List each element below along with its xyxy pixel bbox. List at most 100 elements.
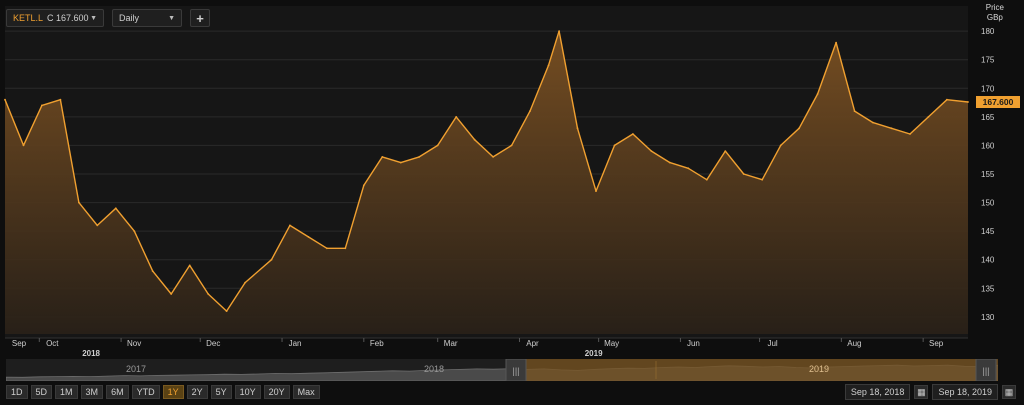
calendar-icon[interactable]: ▦ — [1002, 385, 1016, 399]
range-buttons: 1D 5D 1M 3M 6M YTD 1Y 2Y 5Y 10Y 20Y Max — [6, 385, 320, 399]
range-button-3m[interactable]: 3M — [80, 385, 104, 399]
navigator-left-handle[interactable] — [505, 359, 527, 381]
price-point — [96, 224, 99, 227]
price-point — [207, 293, 210, 295]
navigator-selection[interactable] — [512, 359, 998, 381]
price-point — [890, 127, 893, 130]
x-tick-label: May — [604, 339, 619, 348]
range-button-10y[interactable]: 10Y — [234, 385, 261, 399]
symbol-code: KETL.L — [13, 13, 44, 23]
chevron-down-icon: ▼ — [90, 14, 97, 22]
x-year-label: 2018 — [82, 349, 100, 358]
price-axis-title: Price GBp — [986, 3, 1004, 23]
price-point — [492, 156, 494, 158]
price-point — [455, 116, 458, 118]
navigator-year-label: 2017 — [126, 364, 146, 374]
price-point — [967, 101, 969, 103]
price-point — [344, 247, 347, 250]
price-point — [576, 127, 579, 130]
x-tick-label: Sep — [929, 339, 944, 348]
grip-icon: ||| — [982, 366, 989, 376]
add-series-button[interactable]: + — [190, 9, 210, 27]
price-axis-label: Price — [985, 3, 1004, 12]
x-tick-label: Oct — [46, 339, 59, 348]
y-tick-label: 140 — [981, 256, 995, 265]
range-button-1m[interactable]: 1M — [55, 385, 78, 399]
x-tick-label: Feb — [370, 339, 384, 348]
price-point — [909, 133, 911, 135]
price-point — [436, 144, 439, 147]
navigator-year-label: 2019 — [809, 364, 829, 374]
navigator[interactable]: ||| ||| 2017 2018 2019 — [6, 359, 998, 381]
range-button-max[interactable]: Max — [292, 385, 320, 399]
price-point — [835, 41, 837, 44]
x-tick-label: Mar — [444, 339, 458, 348]
range-button-5y[interactable]: 5Y — [210, 385, 232, 399]
price-point — [650, 150, 653, 153]
calendar-icon[interactable]: ▦ — [914, 385, 929, 399]
y-tick-label: 180 — [981, 27, 995, 36]
price-point — [510, 144, 513, 147]
price-point — [742, 173, 745, 175]
range-button-6m[interactable]: 6M — [106, 385, 129, 399]
last-price-value: 167.600 — [983, 97, 1014, 107]
price-point — [724, 150, 727, 153]
price-point — [4, 98, 6, 101]
range-button-ytd[interactable]: YTD — [131, 385, 160, 399]
symbol-selector[interactable]: KETL.L C 167.600 ▼ — [6, 9, 104, 27]
interval-selector[interactable]: Daily ▼ — [112, 9, 182, 27]
price-point — [473, 138, 476, 141]
x-tick-label: Nov — [127, 339, 141, 348]
price-area — [5, 31, 968, 334]
y-tick-label: 145 — [981, 227, 995, 236]
symbol-price: C 167.600 — [47, 13, 89, 23]
price-point — [613, 144, 616, 147]
price-point — [188, 264, 191, 267]
price-point — [114, 207, 117, 210]
price-point — [170, 293, 173, 295]
y-tick-label: 170 — [981, 84, 995, 93]
range-button-1d[interactable]: 1D — [6, 385, 28, 399]
price-point — [381, 156, 384, 158]
price-point — [669, 161, 671, 164]
y-tick-label: 165 — [981, 113, 995, 122]
chevron-down-icon: ▼ — [168, 14, 175, 22]
price-point — [632, 133, 634, 135]
x-tick-label: Jun — [687, 339, 700, 348]
end-date-field[interactable]: Sep 18, 2019 — [932, 384, 998, 400]
price-point — [946, 98, 948, 101]
navigator-right-handle[interactable] — [975, 359, 997, 381]
grip-icon: ||| — [512, 366, 519, 376]
price-point — [798, 127, 800, 130]
price-point — [326, 247, 328, 250]
price-point — [779, 144, 782, 147]
chart-toolbar: KETL.L C 167.600 ▼ Daily ▼ + — [6, 9, 210, 29]
price-point — [529, 110, 531, 112]
price-point — [244, 281, 247, 284]
price-point — [362, 184, 365, 187]
x-year-label: 2019 — [585, 349, 603, 358]
price-point — [270, 258, 273, 261]
x-tick-label: Dec — [206, 339, 220, 348]
y-tick-label: 135 — [981, 284, 995, 293]
y-tick-label: 150 — [981, 199, 995, 208]
price-point — [59, 98, 62, 101]
y-tick-label: 175 — [981, 56, 995, 65]
price-point — [853, 110, 856, 112]
price-point — [705, 178, 708, 181]
x-tick-label: Jan — [289, 339, 302, 348]
x-tick-label: Apr — [526, 339, 539, 348]
start-date-field[interactable]: Sep 18, 2018 — [844, 384, 911, 400]
range-button-2y[interactable]: 2Y — [186, 385, 208, 399]
price-point — [687, 167, 690, 170]
price-point — [595, 190, 597, 193]
price-point — [151, 270, 154, 272]
range-button-5d[interactable]: 5D — [30, 385, 53, 399]
y-tick-label: 130 — [981, 313, 995, 322]
range-button-20y[interactable]: 20Y — [263, 385, 290, 399]
price-point — [225, 310, 228, 312]
y-tick-label: 155 — [981, 170, 995, 179]
range-button-1y[interactable]: 1Y — [162, 385, 184, 399]
price-point — [307, 236, 310, 238]
